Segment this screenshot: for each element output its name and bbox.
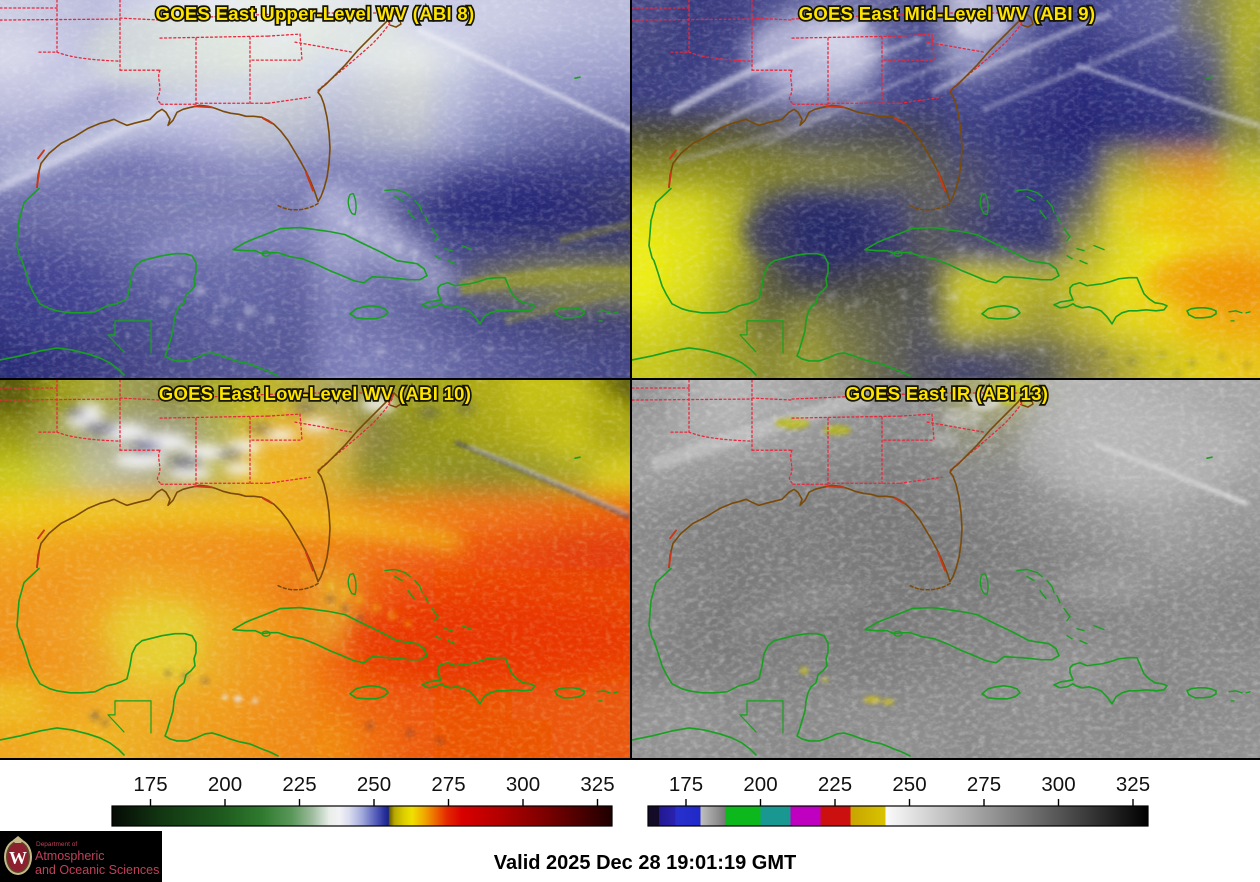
svg-text:GOES East Upper-Level WV (ABI: GOES East Upper-Level WV (ABI 8) [156,3,475,24]
svg-text:GOES East Mid-Level WV (ABI 9): GOES East Mid-Level WV (ABI 9) [799,3,1096,24]
svg-text:GOES East Low-Level WV (ABI 10: GOES East Low-Level WV (ABI 10) [159,383,471,404]
svg-text:GOES East IR (ABI 13): GOES East IR (ABI 13) [846,383,1049,404]
